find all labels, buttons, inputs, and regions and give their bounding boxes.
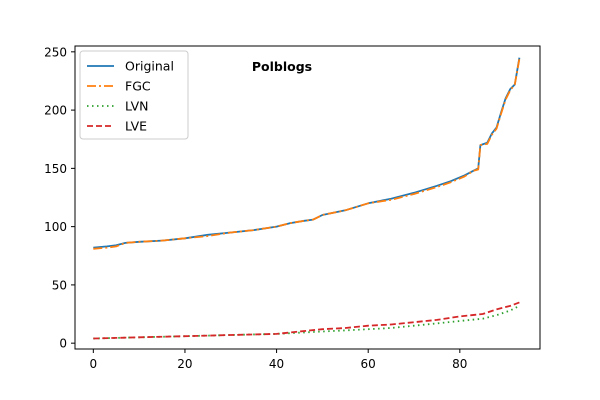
legend-label-original: Original (125, 59, 174, 74)
y-tick-label: 50 (52, 278, 67, 292)
y-axis: 0 50 100 150 200 250 (44, 45, 75, 351)
legend: Original FGC LVN LVE (79, 50, 189, 140)
legend-label-fgc: FGC (125, 79, 151, 94)
y-tick-label: 0 (59, 337, 67, 351)
x-tick-label: 0 (90, 357, 98, 371)
legend-box (79, 50, 189, 140)
legend-label-lve: LVE (125, 119, 147, 134)
series-line-lve (93, 301, 520, 340)
series-line-fgc (93, 58, 521, 250)
series-line-lvn (93, 305, 520, 340)
x-tick-label: 80 (452, 357, 467, 371)
series-lines (93, 57, 521, 340)
y-tick-label: 250 (44, 45, 67, 59)
plot-frame (74, 45, 541, 350)
y-tick-label: 150 (44, 162, 67, 176)
x-tick-label: 40 (269, 357, 284, 371)
x-axis: 0 20 40 60 80 (90, 349, 467, 371)
x-tick-label: 60 (361, 357, 376, 371)
x-tick-label: 20 (177, 357, 192, 371)
y-tick-label: 100 (44, 220, 67, 234)
y-tick-label: 200 (44, 104, 67, 118)
legend-label-lvn: LVN (125, 99, 149, 114)
chart-title: Polblogs (252, 59, 312, 74)
